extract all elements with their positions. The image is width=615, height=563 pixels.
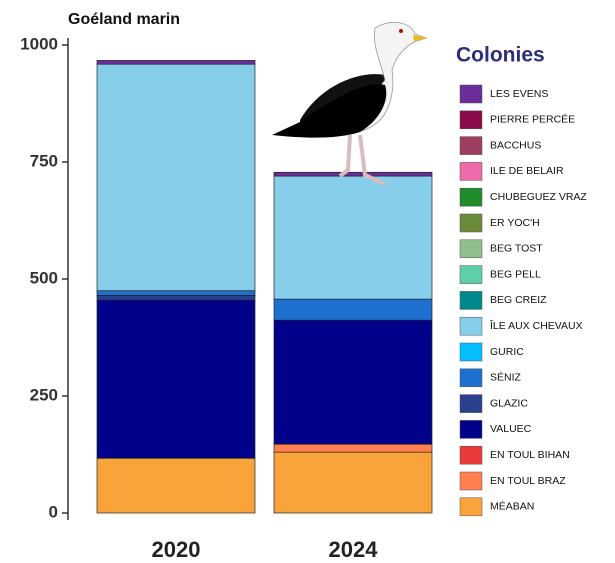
bar-segment xyxy=(273,319,433,445)
legend-swatch xyxy=(459,187,483,207)
bar-segment xyxy=(96,60,256,65)
legend-label: BEG TOST xyxy=(490,243,543,255)
legend-swatch xyxy=(459,342,483,362)
legend-label: BACCHUS xyxy=(490,139,541,151)
legend-swatch xyxy=(459,162,483,181)
bar-segment xyxy=(273,175,433,300)
legend-label: ER YOC'H xyxy=(490,217,540,229)
y-tick-label: 1000 xyxy=(20,34,58,53)
bar-segment xyxy=(96,295,256,301)
legend-label: VALUEC xyxy=(490,423,532,435)
legend-label: MÉABAN xyxy=(490,500,534,513)
bar-segment xyxy=(273,171,433,177)
bar-segment xyxy=(96,299,256,459)
y-tick-label: 750 xyxy=(30,151,58,170)
legend-label: ILE DE BELAIR xyxy=(490,165,564,177)
bar-segment xyxy=(96,290,256,296)
legend-swatch xyxy=(459,291,483,310)
plot xyxy=(96,60,433,514)
legend-swatch xyxy=(459,84,483,104)
legend-swatch xyxy=(459,471,483,491)
y-tick-label: 0 xyxy=(49,502,58,521)
legend-label: EN TOUL BRAZ xyxy=(490,475,566,487)
legend-label: ÎLE AUX CHEVAUX xyxy=(489,319,583,332)
legend-label: GURIC xyxy=(490,346,524,358)
legend-label: PIERRE PERCÉE xyxy=(490,113,575,126)
legend-swatch xyxy=(459,316,483,336)
legend-label: CHUBEGUEZ VRAZ xyxy=(490,191,587,203)
legend-swatch xyxy=(459,394,483,413)
legend-swatch xyxy=(459,213,483,233)
x-tick-label: 2020 xyxy=(152,537,201,562)
bar-segment xyxy=(273,298,433,321)
legend-label: LES EVENS xyxy=(490,88,548,100)
chart-title: Goéland marin xyxy=(68,11,180,28)
legend-swatch xyxy=(459,445,483,465)
legend-swatch xyxy=(459,497,483,517)
bar-segment xyxy=(273,451,433,514)
x-tick-label: 2024 xyxy=(329,537,379,562)
legend-label: SÉNIZ xyxy=(490,371,522,384)
legend-swatch xyxy=(459,368,483,388)
seagull xyxy=(272,21,428,186)
legend-label: BEG PELL xyxy=(490,268,541,280)
legend-swatch xyxy=(459,239,483,259)
y-tick-label: 250 xyxy=(30,385,58,404)
legend-label: GLAZIC xyxy=(490,397,528,409)
y-tick-label: 500 xyxy=(30,268,58,287)
bar-segment xyxy=(273,443,433,453)
legend-label: EN TOUL BIHAN xyxy=(490,449,570,461)
legend-title: Colonies xyxy=(456,44,545,67)
legend-label: BEG CREIZ xyxy=(490,294,547,306)
legend-swatch xyxy=(459,420,483,439)
bar-segment xyxy=(96,63,256,292)
legend-swatch xyxy=(459,110,483,130)
legend-swatch xyxy=(459,136,483,155)
bar-segment xyxy=(96,457,256,514)
legend-swatch xyxy=(459,265,483,284)
